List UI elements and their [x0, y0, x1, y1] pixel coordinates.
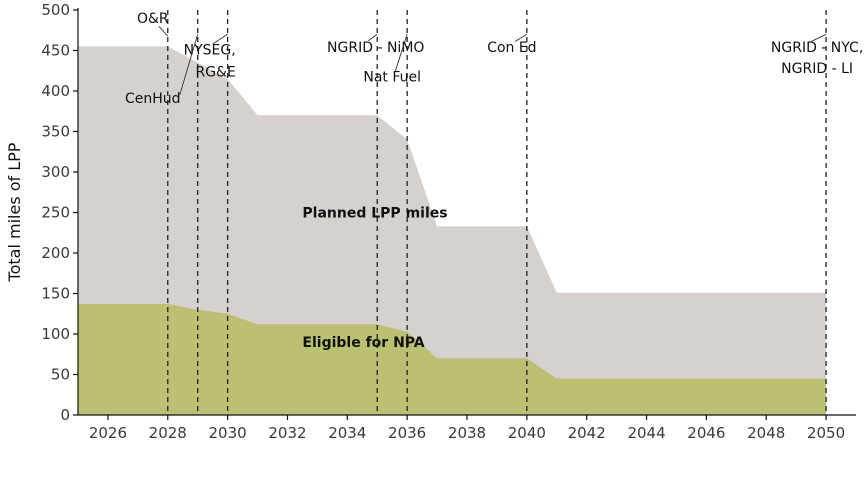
area-planned-lpp-miles	[78, 46, 827, 416]
y-tick-label: 0	[60, 406, 70, 424]
area-eligible-for-npa	[78, 304, 827, 415]
vline-label: CenHud	[125, 91, 181, 107]
x-tick-label: 2034	[328, 424, 366, 442]
vline-label: NGRID - LI	[781, 61, 853, 77]
vline-label: Nat Fuel	[363, 69, 421, 85]
leader-line	[158, 25, 169, 37]
y-tick-label: 350	[41, 123, 70, 141]
x-tick-label: 2036	[388, 424, 426, 442]
vline-label: NGRID - NiMO	[327, 40, 424, 56]
x-tick-label: 2048	[747, 424, 785, 442]
x-tick-label: 2050	[807, 424, 845, 442]
axes-layer: 0 50 100 150 200 250 300 350 400 450 500 2026 2028 20…	[41, 1, 856, 442]
leader-line	[514, 33, 528, 42]
area-label: Eligible for NPA	[302, 335, 424, 351]
y-tick-label: 450	[41, 42, 70, 60]
x-tick-label: 2028	[149, 424, 187, 442]
x-tick-label: 2026	[89, 424, 127, 442]
area-layer	[78, 46, 827, 416]
vline-label: RG&E	[195, 64, 235, 80]
y-tick-label: 300	[41, 163, 70, 181]
area-label: Planned LPP miles	[302, 206, 447, 222]
x-tick-label: 2032	[268, 424, 306, 442]
y-tick-label: 500	[41, 1, 70, 19]
vline-label: NGRID - NYC,	[771, 40, 863, 56]
y-tick-label: 50	[51, 366, 70, 384]
x-tick-label: 2042	[568, 424, 606, 442]
vertical-line-layer	[167, 10, 827, 415]
x-tick-label: 2030	[209, 424, 247, 442]
vline-label: NYSEG,	[184, 43, 236, 59]
leader-line	[394, 34, 408, 72]
leader-line	[179, 34, 199, 96]
leader-line	[212, 33, 228, 45]
y-tick-label: 400	[41, 82, 70, 100]
vline-label: Con Ed	[487, 40, 536, 56]
y-tick-label: 150	[41, 285, 70, 303]
x-tick-label: 2038	[448, 424, 486, 442]
leader-line	[810, 33, 827, 42]
x-tick-label: 2046	[687, 424, 725, 442]
y-tick-label: 200	[41, 244, 70, 262]
x-tick-label: 2044	[627, 424, 665, 442]
y-tick-label: 100	[41, 325, 70, 343]
leader-line	[367, 33, 378, 42]
vline-label: O&R	[137, 11, 169, 27]
label-layer: Planned LPP miles Eligible for NPA O&R CenH…	[125, 11, 863, 351]
y-tick-label: 250	[41, 204, 70, 222]
y-axis-title: Total miles of LPP	[5, 142, 24, 282]
x-tick-label: 2040	[508, 424, 546, 442]
